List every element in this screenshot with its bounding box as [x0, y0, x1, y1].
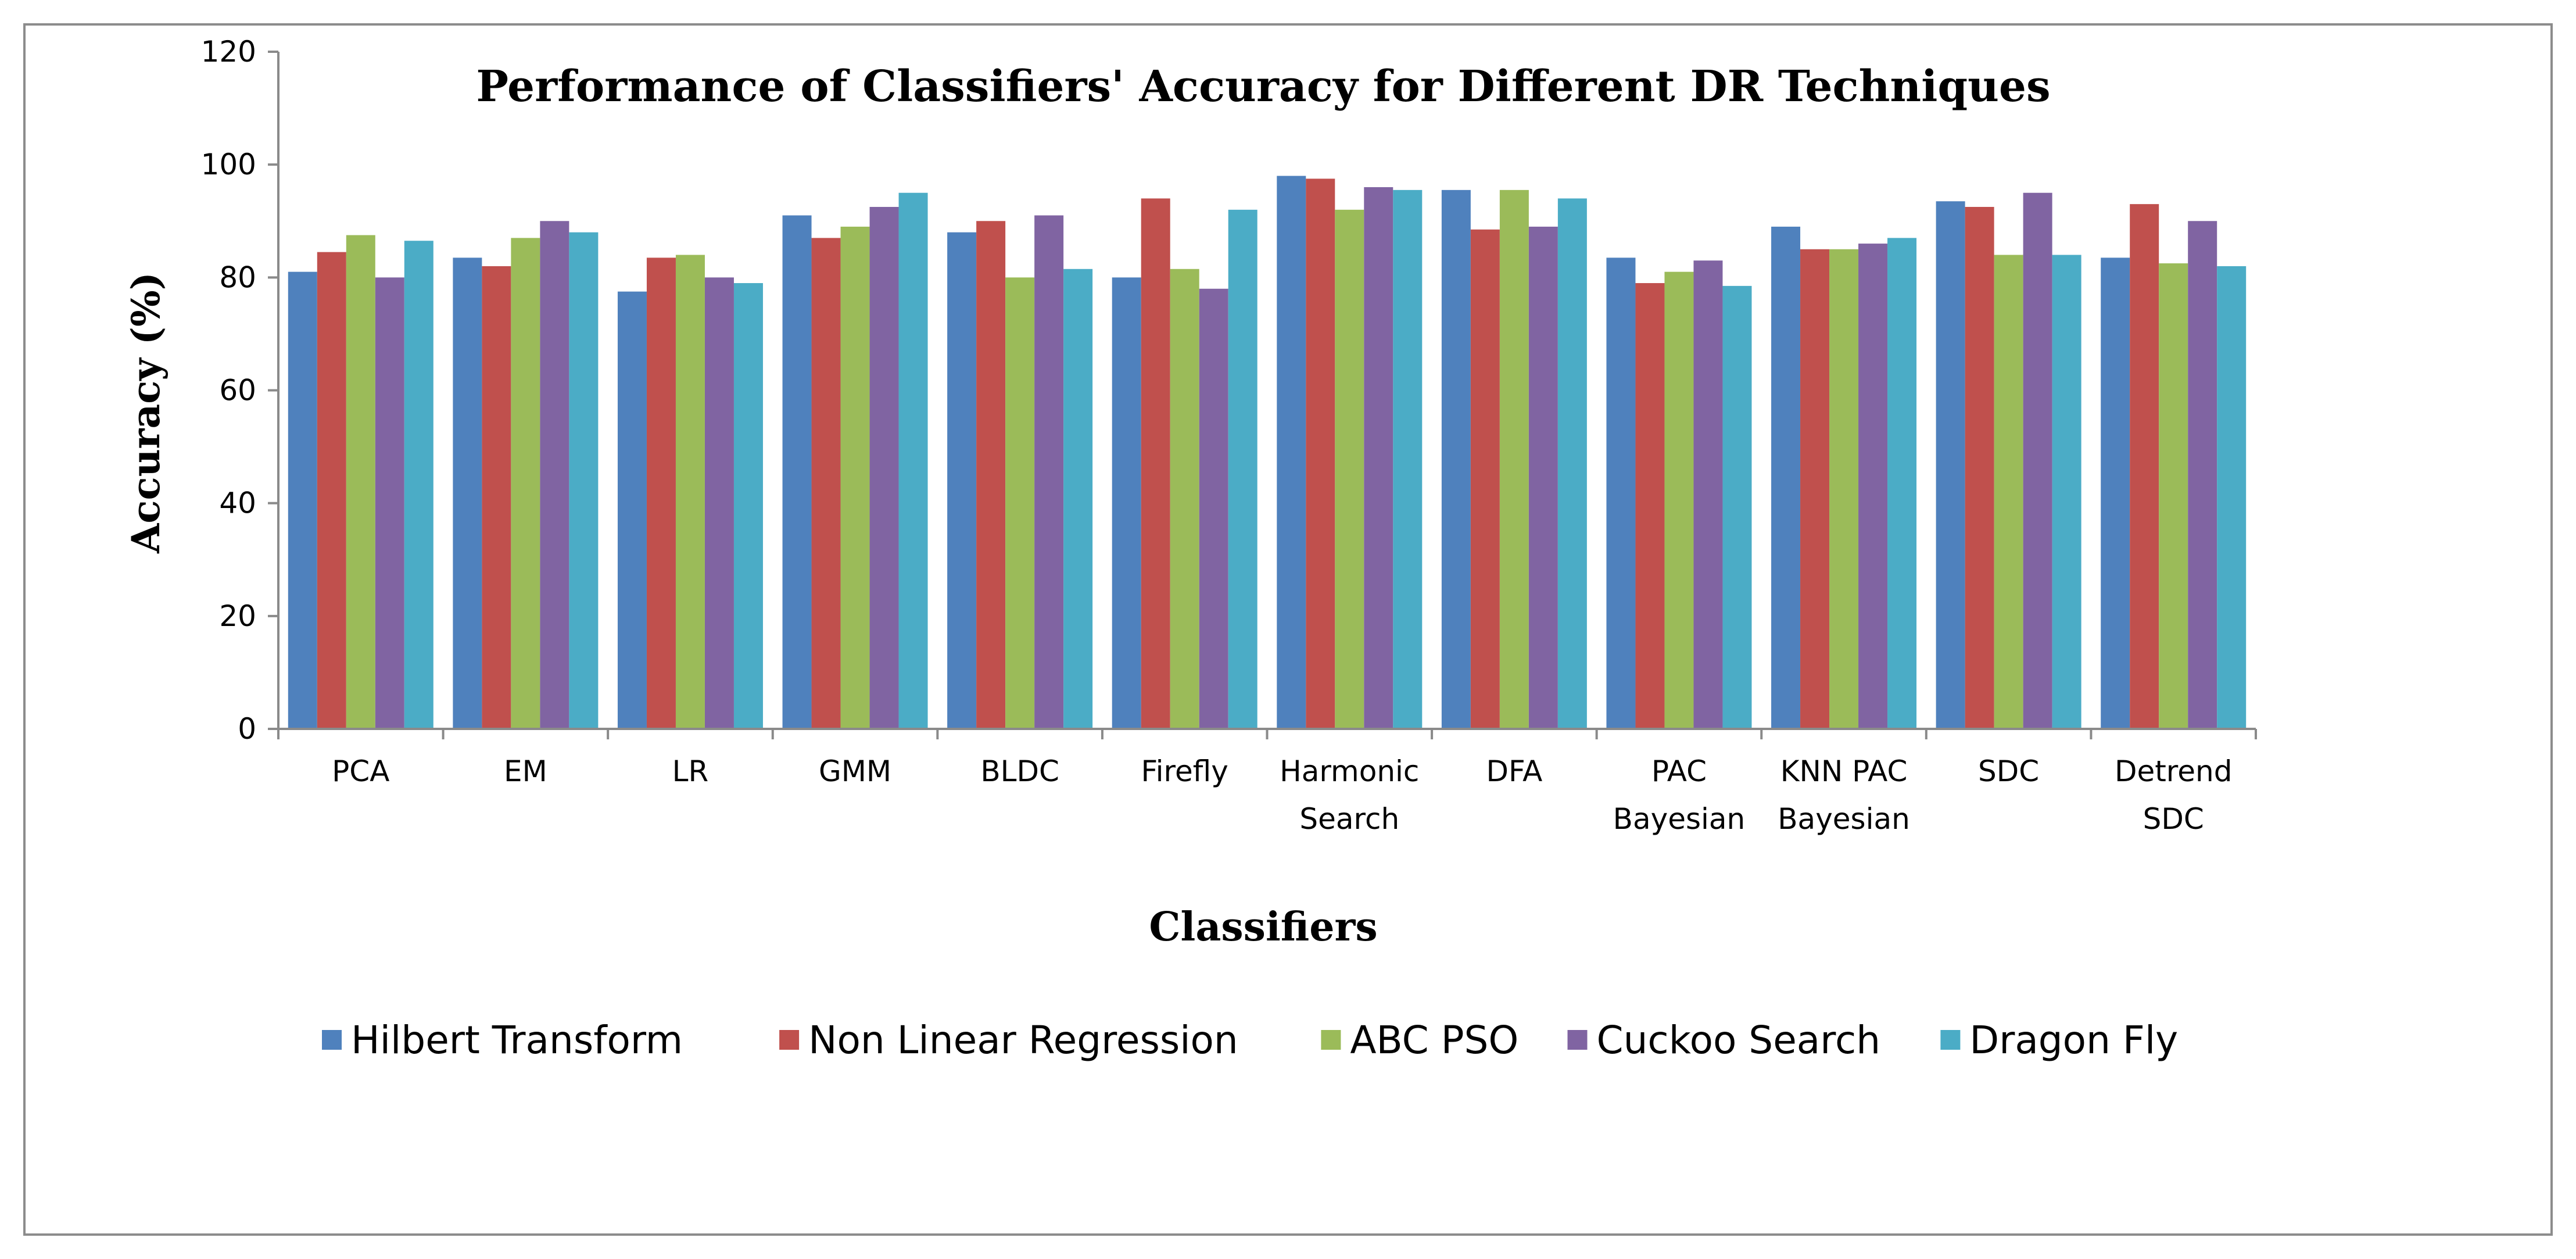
- chart-svg: Performance of Classifiers' Accuracy for…: [123, 35, 2257, 1063]
- x-tick-label: Detrend SDC: [2115, 754, 2233, 836]
- legend-swatch: [322, 1030, 342, 1050]
- bar: [1170, 269, 1199, 729]
- y-tick-label: 40: [219, 487, 256, 520]
- bar: [2052, 255, 2081, 729]
- bar: [1528, 226, 1558, 729]
- bar: [733, 283, 763, 729]
- legend-swatch: [779, 1030, 800, 1050]
- legend-label: ABC PSO: [1350, 1018, 1518, 1063]
- legend-label: Dragon Fly: [1969, 1018, 2178, 1063]
- chart-title: Performance of Classifiers' Accuracy for…: [476, 62, 2050, 112]
- bar: [1441, 189, 1471, 729]
- bar: [1393, 189, 1423, 729]
- y-tick-label: 60: [219, 374, 256, 407]
- bar: [2188, 221, 2217, 729]
- plot-area: 0 20 40 60 80 100 120 PCA EM LR GMM BLDC Firefly Harm…: [201, 35, 2257, 836]
- legend-label: Hilbert Transform: [351, 1018, 683, 1063]
- bar: [782, 215, 812, 729]
- bar: [1858, 244, 1888, 729]
- bar: [288, 271, 317, 729]
- x-tick-label: Firefly: [1141, 754, 1228, 788]
- bar: [646, 257, 676, 729]
- bar: [1277, 176, 1306, 729]
- bar: [1034, 215, 1064, 729]
- bar: [1693, 260, 1723, 729]
- bar: [675, 255, 705, 729]
- bar: [1887, 238, 1917, 729]
- bar: [1606, 257, 1636, 729]
- y-axis-title: Accuracy (%): [123, 272, 169, 554]
- bar: [1499, 189, 1529, 729]
- bar: [811, 238, 841, 729]
- bar: [1335, 209, 1364, 729]
- x-tick-label: KNN PAC Bayesian: [1778, 754, 1910, 836]
- bar: [453, 257, 482, 729]
- bar: [1994, 255, 2023, 729]
- chart-frame: Performance of Classifiers' Accuracy for…: [23, 23, 2553, 1236]
- bar: [1306, 178, 1335, 729]
- bar: [1141, 198, 1170, 729]
- y-tick-label: 20: [219, 599, 256, 633]
- bar: [375, 277, 404, 729]
- legend-swatch: [1940, 1030, 1961, 1050]
- bar: [1199, 288, 1228, 729]
- y-tick-label: 80: [219, 260, 256, 294]
- bar: [1005, 277, 1035, 729]
- x-tick-label: SDC: [1978, 754, 2039, 788]
- bar: [947, 232, 977, 729]
- bar: [1635, 283, 1665, 729]
- x-tick-label: LR: [672, 754, 709, 788]
- bar: [1722, 285, 1752, 729]
- bar: [617, 291, 647, 729]
- bar: [1965, 206, 1994, 729]
- x-tick-label: PCA: [332, 754, 389, 788]
- bar: [1228, 209, 1257, 729]
- y-tick-label: 120: [201, 35, 256, 69]
- x-tick-label: PAC Bayesian: [1613, 754, 1746, 836]
- bar: [2101, 257, 2130, 729]
- bar: [2023, 192, 2052, 729]
- bar: [898, 192, 928, 729]
- bar: [1936, 201, 1965, 729]
- x-tick-label: BLDC: [980, 754, 1059, 788]
- legend-swatch: [1567, 1030, 1588, 1050]
- bar: [1771, 226, 1801, 729]
- bar: [569, 232, 599, 729]
- bar: [540, 221, 569, 729]
- y-tick-label: 0: [238, 712, 256, 746]
- x-tick-label: GMM: [819, 754, 891, 788]
- legend-swatch: [1321, 1030, 1341, 1050]
- bar: [2130, 204, 2159, 729]
- bar: [976, 221, 1006, 729]
- x-tick-label: Harmonic Search: [1280, 754, 1419, 836]
- bar: [404, 241, 433, 729]
- y-tick-label: 100: [201, 148, 256, 181]
- bar: [1470, 229, 1500, 729]
- bar: [1557, 198, 1587, 729]
- bar: [869, 206, 899, 729]
- bar: [482, 266, 511, 729]
- bar: [1364, 187, 1393, 729]
- legend-label: Cuckoo Search: [1597, 1018, 1881, 1063]
- x-tick-label: EM: [504, 754, 547, 788]
- bar: [346, 235, 375, 729]
- bar: [2217, 266, 2247, 729]
- bar: [1829, 249, 1859, 729]
- bar: [1063, 269, 1093, 729]
- bar: [317, 252, 346, 729]
- bar: [1664, 271, 1694, 729]
- bar: [1112, 277, 1141, 729]
- bar: [2159, 263, 2188, 729]
- legend: Hilbert Transform Non Linear Regression AB…: [322, 1018, 2178, 1063]
- bar: [1800, 249, 1830, 729]
- legend-label: Non Linear Regression: [808, 1018, 1238, 1063]
- x-axis-title: Classifiers: [1149, 904, 1377, 950]
- bar: [704, 277, 734, 729]
- bar: [840, 226, 870, 729]
- x-tick-label: DFA: [1486, 754, 1542, 788]
- bar: [511, 238, 540, 729]
